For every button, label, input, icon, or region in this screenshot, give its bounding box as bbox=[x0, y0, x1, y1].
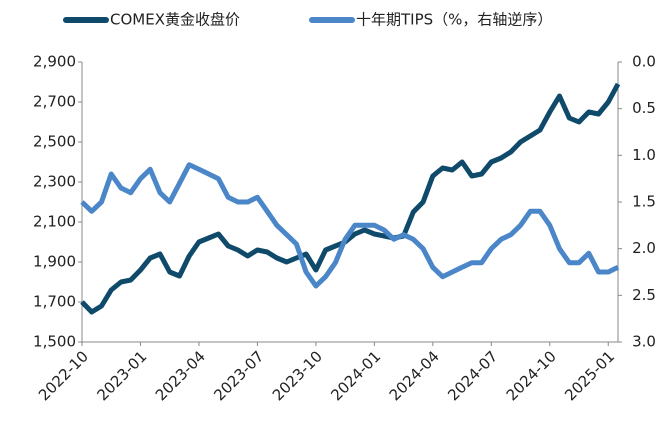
line-series bbox=[80, 162, 620, 289]
y-tick-label: 2,100 bbox=[33, 213, 76, 231]
x-tick-label: 2024-04 bbox=[386, 347, 443, 404]
y2-tick-label: 1.5 bbox=[632, 193, 656, 211]
legend-label: 十年期TIPS（%，右轴逆序） bbox=[356, 11, 552, 29]
x-tick-label: 2023-10 bbox=[269, 347, 326, 404]
x-tick-label: 2022-10 bbox=[35, 347, 92, 404]
x-tick-label: 2023-04 bbox=[152, 347, 209, 404]
line-series bbox=[80, 82, 621, 315]
legend-label: COMEX黄金收盘价 bbox=[110, 11, 240, 29]
x-tick-label: 2023-01 bbox=[93, 347, 150, 404]
y-tick-label: 1,700 bbox=[33, 293, 76, 311]
x-tick-label: 2024-10 bbox=[503, 347, 560, 404]
y2-tick-label: 0.0 bbox=[632, 53, 656, 71]
x-tick-label: 2024-07 bbox=[444, 347, 501, 404]
legend: COMEX黄金收盘价 十年期TIPS（%，右轴逆序） bbox=[63, 11, 552, 29]
y2-tick-label: 2.5 bbox=[632, 286, 656, 304]
y-tick-label: 1,500 bbox=[33, 333, 76, 351]
x-tick-label: 2024-01 bbox=[327, 347, 384, 404]
y2-tick-label: 3.0 bbox=[632, 333, 656, 351]
y-tick-label: 1,900 bbox=[33, 253, 76, 271]
y-tick-label: 2,500 bbox=[33, 133, 76, 151]
x-tick-label: 2023-07 bbox=[210, 347, 267, 404]
y-tick-label: 2,700 bbox=[33, 93, 76, 111]
y2-tick-label: 1.0 bbox=[632, 146, 656, 164]
y-tick-label: 2,300 bbox=[33, 173, 76, 191]
y2-tick-label: 0.5 bbox=[632, 99, 656, 117]
y2-tick-label: 2.0 bbox=[632, 239, 656, 257]
x-tick-label: 2025-01 bbox=[561, 347, 618, 404]
y-tick-label: 2,900 bbox=[33, 53, 76, 71]
